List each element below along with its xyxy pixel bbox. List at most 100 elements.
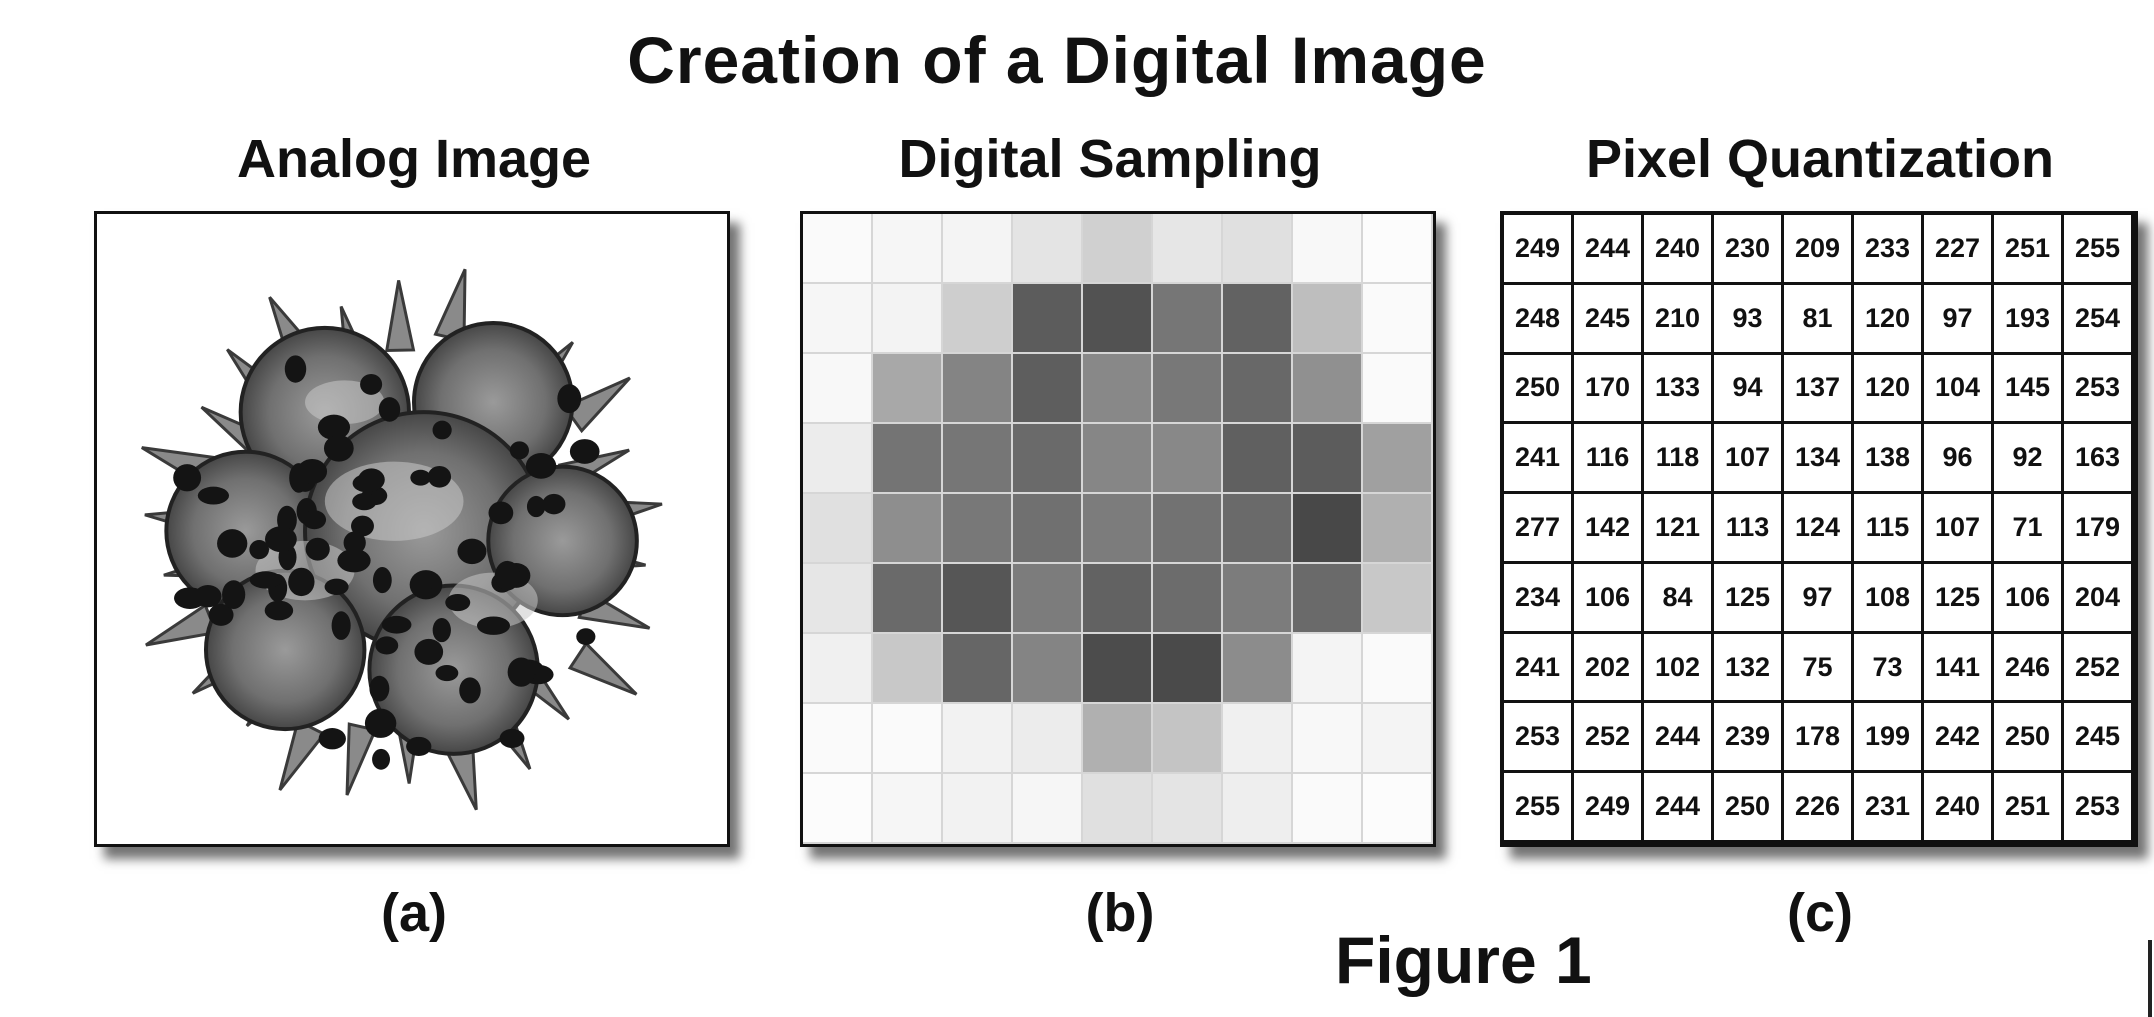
- pixel-value-cell: 120: [1854, 354, 1924, 425]
- pixel-value-cell: 106: [1574, 563, 1644, 634]
- sample-cell: [1153, 424, 1223, 494]
- pixel-value-cell: 93: [1714, 284, 1784, 355]
- pixel-value-cell: 81: [1784, 284, 1854, 355]
- sample-cell: [803, 214, 873, 284]
- dark-spot: [372, 566, 392, 594]
- dark-spot: [406, 736, 432, 756]
- analog-image-title: Analog Image: [236, 129, 592, 189]
- dark-spot: [507, 657, 535, 687]
- dark-spot: [173, 464, 202, 492]
- sample-cell: [1293, 564, 1363, 634]
- spike-shape: [278, 718, 327, 791]
- dark-spot: [351, 515, 374, 537]
- dark-spot: [557, 384, 582, 414]
- pixel-value-cell: 240: [1924, 773, 1994, 843]
- dark-spot: [414, 638, 444, 665]
- sample-cell: [873, 494, 943, 564]
- pixel-value-cell: 138: [1854, 424, 1924, 495]
- sample-cell: [873, 774, 943, 844]
- pixel-value-cell: 252: [1574, 703, 1644, 774]
- pixel-value-cell: 145: [1994, 354, 2064, 425]
- dark-spot: [249, 571, 282, 589]
- sample-cell: [1013, 564, 1083, 634]
- pixel-value-cell: 209: [1784, 215, 1854, 285]
- sample-cell: [1013, 424, 1083, 494]
- sample-cell: [1223, 634, 1293, 704]
- sample-cell: [1223, 774, 1293, 844]
- sample-cell: [943, 774, 1013, 844]
- figure-caption: Figure 1: [1335, 923, 1592, 997]
- sample-cell: [873, 704, 943, 774]
- pixel-value-cell: 97: [1784, 563, 1854, 634]
- pixel-value-cell: 107: [1714, 424, 1784, 495]
- pixel-value-cell: 204: [2064, 563, 2134, 634]
- dark-spot: [323, 434, 354, 462]
- sample-cell: [1153, 634, 1223, 704]
- dark-spot: [372, 748, 391, 770]
- pixel-value-cell: 113: [1714, 494, 1784, 564]
- pixel-value-cell: 241: [1504, 424, 1574, 495]
- sample-cell: [1223, 284, 1293, 354]
- sample-cell: [1153, 774, 1223, 844]
- pixel-value-cell: 96: [1924, 424, 1994, 495]
- dark-spot: [457, 538, 487, 565]
- pixel-value-cell: 178: [1784, 703, 1854, 774]
- pixel-value-cell: 277: [1504, 494, 1574, 564]
- sample-cell: [1223, 424, 1293, 494]
- dark-spot: [317, 414, 351, 440]
- panel-label-c: (c): [1787, 883, 1853, 943]
- sample-cell: [943, 284, 1013, 354]
- sample-cell: [1013, 494, 1083, 564]
- pixel-value-cell: 71: [1994, 494, 2064, 564]
- dark-spot: [526, 495, 546, 518]
- sample-cell: [1013, 214, 1083, 284]
- pixel-value-cell: 179: [2064, 494, 2134, 564]
- sample-cell: [1083, 634, 1153, 704]
- sample-cell: [1223, 494, 1293, 564]
- pixel-quantization-panel: 249 244 240 230 209 233 227 251 255 248 245 210 93 81…: [1500, 211, 2138, 847]
- dark-spot: [509, 441, 530, 460]
- sample-cell: [873, 214, 943, 284]
- pixel-value-cell: 118: [1644, 424, 1714, 495]
- sample-cell: [1293, 424, 1363, 494]
- sample-cell: [1013, 774, 1083, 844]
- dark-spot: [352, 492, 377, 511]
- dark-spot: [324, 578, 349, 595]
- pixel-value-cell: 255: [2064, 215, 2134, 285]
- sample-cell: [943, 704, 1013, 774]
- dark-spot: [343, 531, 366, 555]
- dark-spot: [288, 567, 315, 597]
- edge-divider: [2148, 940, 2152, 1017]
- sample-cell: [1293, 214, 1363, 284]
- pixel-value-cell: 132: [1714, 633, 1784, 704]
- sample-cell: [873, 634, 943, 704]
- sample-cell: [1013, 284, 1083, 354]
- dark-spot: [435, 664, 459, 682]
- pixel-value-cell: 244: [1574, 215, 1644, 285]
- dark-spot: [432, 420, 452, 440]
- dark-spot: [264, 526, 297, 553]
- pixel-value-cell: 248: [1504, 284, 1574, 355]
- digital-sampling-panel: [800, 211, 1436, 847]
- dark-spot: [302, 510, 327, 530]
- sample-cell: [1083, 284, 1153, 354]
- sample-cell: [943, 494, 1013, 564]
- pixel-value-cell: 104: [1924, 354, 1994, 425]
- pixel-value-cell: 102: [1644, 633, 1714, 704]
- sample-cell: [1153, 354, 1223, 424]
- pixel-quantization-title: Pixel Quantization: [1585, 129, 2055, 189]
- digital-sampling-title: Digital Sampling: [898, 129, 1322, 189]
- pixel-value-cell: 115: [1854, 494, 1924, 564]
- dark-spot: [305, 537, 330, 561]
- sample-cell: [1153, 704, 1223, 774]
- quantization-grid: 249 244 240 230 209 233 227 251 255 248 245 210 93 81…: [1504, 215, 2134, 843]
- pixel-value-cell: 249: [1574, 773, 1644, 843]
- sample-cell: [873, 354, 943, 424]
- dark-spot: [417, 573, 437, 590]
- sample-cell: [1153, 284, 1223, 354]
- pixel-value-cell: 227: [1924, 215, 1994, 285]
- sample-cell: [1013, 704, 1083, 774]
- dark-spot: [427, 465, 452, 488]
- pixel-value-cell: 233: [1854, 215, 1924, 285]
- dark-spot: [542, 493, 566, 515]
